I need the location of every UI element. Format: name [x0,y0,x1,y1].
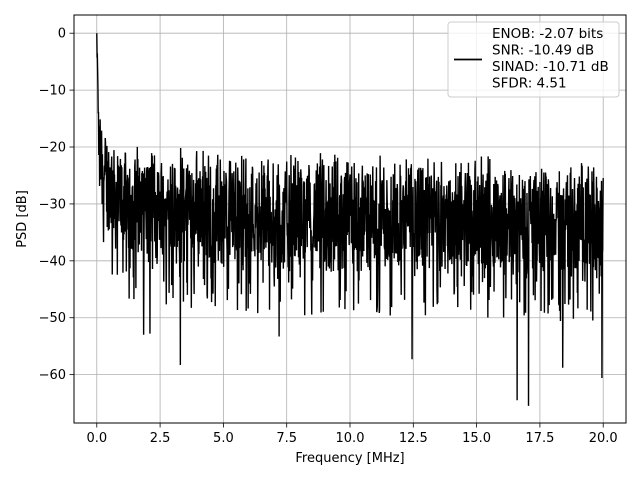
legend-entry-label: ENOB: -2.07 bits SNR: -10.49 dB SINAD: -10… [492,26,609,92]
x-tick-label: 15.0 [462,431,491,446]
y-axis-label: PSD [dB] [15,190,30,248]
legend-entry-line: ENOB: -2.07 bits [492,26,603,42]
x-axis-label: Frequency [MHz] [295,451,404,466]
x-tick-label: 10.0 [336,431,365,446]
x-tick-label: 7.5 [276,431,297,446]
x-tick-label: 5.0 [213,431,234,446]
legend-box [447,21,620,98]
y-tick-label: −20 [39,141,66,156]
legend-entry-line: SNR: -10.49 dB [492,43,594,59]
legend-entry-line: SFDR: 4.51 [492,76,567,92]
y-tick-label: −30 [39,197,66,212]
x-tick-label: 2.5 [150,431,171,446]
plot-area [96,33,604,406]
psd-series-line [96,33,604,406]
y-tick-label: −50 [39,311,66,326]
x-tick-label: 0.0 [86,431,107,446]
y-tick-label: 0 [58,27,66,42]
y-axis-ticks: 0 −10 −20 −30 −40 −50 −60 [39,27,74,383]
legend: ENOB: -2.07 bits SNR: -10.49 dB SINAD: -10… [447,21,620,98]
x-tick-label: 17.5 [525,431,554,446]
y-tick-label: −40 [39,254,66,269]
x-tick-label: 12.5 [399,431,428,446]
x-axis-ticks: 0.0 2.5 5.0 7.5 10.0 12.5 15.0 17.5 20.0 [86,423,618,446]
y-tick-label: −60 [39,368,66,383]
legend-entry-line: SINAD: -10.71 dB [492,59,609,75]
x-tick-label: 20.0 [589,431,618,446]
y-tick-label: −10 [39,84,66,99]
